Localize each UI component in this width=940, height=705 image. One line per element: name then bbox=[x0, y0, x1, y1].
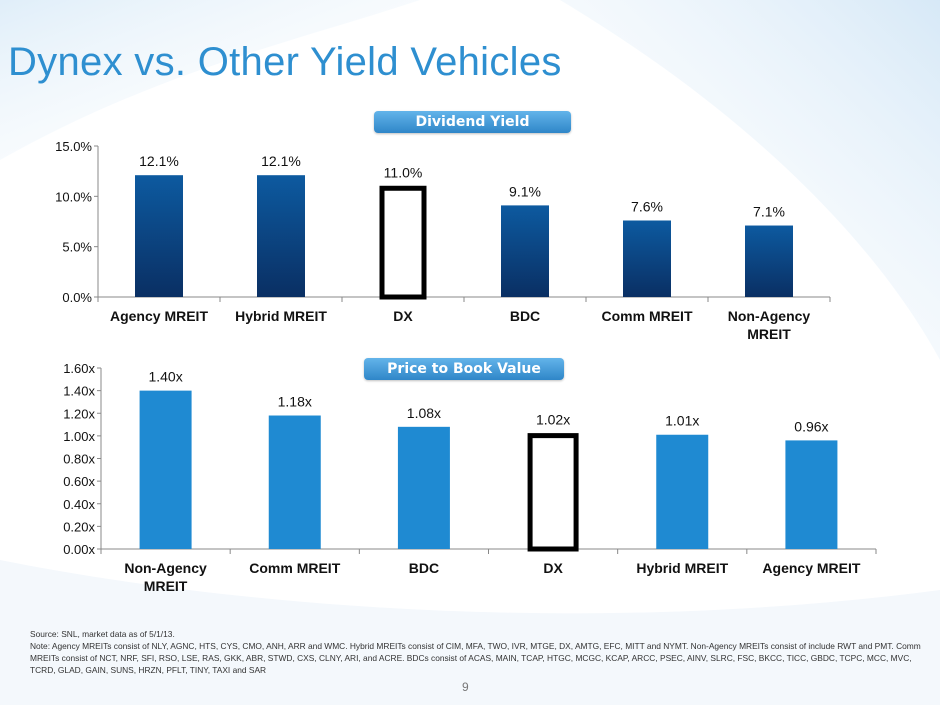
x-category-label: Agency MREIT bbox=[110, 308, 208, 324]
bar bbox=[397, 426, 450, 549]
y-tick-label: 1.60x bbox=[63, 361, 95, 376]
y-tick-label: 1.40x bbox=[63, 384, 95, 399]
data-label: 1.18x bbox=[278, 394, 312, 410]
footnote-source: Source: SNL, market data as of 5/1/13. bbox=[30, 629, 175, 639]
data-label: 12.1% bbox=[261, 153, 301, 169]
page-number: 9 bbox=[462, 680, 469, 694]
bar-highlight-dx bbox=[379, 185, 427, 300]
bar bbox=[785, 440, 838, 549]
data-label: 7.6% bbox=[631, 198, 663, 214]
data-label: 1.01x bbox=[665, 413, 699, 429]
data-label: 11.0% bbox=[384, 164, 423, 180]
dividend-yield-pill: Dividend Yield bbox=[374, 111, 571, 133]
x-category-label: MREIT bbox=[747, 326, 791, 342]
x-category-label: MREIT bbox=[144, 578, 188, 594]
x-category-label: Hybrid MREIT bbox=[235, 308, 327, 324]
price-to-book-pill: Price to Book Value bbox=[364, 358, 564, 380]
x-category-label: Hybrid MREIT bbox=[636, 560, 728, 576]
bar bbox=[135, 175, 183, 297]
bar bbox=[623, 220, 671, 297]
bar bbox=[745, 225, 793, 297]
y-tick-label: 0.0% bbox=[62, 290, 92, 305]
y-tick-label: 15.0% bbox=[55, 139, 92, 154]
y-tick-label: 10.0% bbox=[55, 189, 92, 204]
x-category-label: Non-Agency bbox=[124, 560, 207, 576]
page-title: Dynex vs. Other Yield Vehicles bbox=[8, 40, 562, 84]
data-label: 9.1% bbox=[509, 183, 541, 199]
data-label: 1.08x bbox=[407, 405, 441, 421]
bar-highlight-dx bbox=[527, 433, 579, 552]
x-category-label: Comm MREIT bbox=[602, 308, 693, 324]
x-category-label: BDC bbox=[409, 560, 439, 576]
footnote-note: Note: Agency MREITs consist of NLY, AGNC… bbox=[30, 641, 921, 675]
y-tick-label: 0.20x bbox=[63, 519, 95, 534]
y-tick-label: 0.60x bbox=[63, 474, 95, 489]
y-tick-label: 0.80x bbox=[63, 452, 95, 467]
x-category-label: BDC bbox=[510, 308, 540, 324]
footnote: Source: SNL, market data as of 5/1/13. N… bbox=[30, 628, 938, 676]
x-category-label: Non-Agency bbox=[728, 308, 811, 324]
bar bbox=[656, 434, 709, 549]
data-label: 12.1% bbox=[139, 153, 179, 169]
bar bbox=[268, 415, 321, 549]
y-tick-label: 1.00x bbox=[63, 429, 95, 444]
bar bbox=[139, 390, 192, 549]
bar bbox=[257, 175, 305, 297]
x-category-label: DX bbox=[393, 308, 413, 324]
y-tick-label: 5.0% bbox=[62, 240, 92, 255]
y-tick-label: 0.00x bbox=[63, 542, 95, 557]
x-category-label: Agency MREIT bbox=[762, 560, 860, 576]
x-category-label: Comm MREIT bbox=[249, 560, 340, 576]
y-tick-label: 1.20x bbox=[63, 406, 95, 421]
data-label: 0.96x bbox=[794, 418, 828, 434]
data-label: 1.40x bbox=[148, 369, 182, 385]
x-category-label: DX bbox=[543, 560, 563, 576]
y-tick-label: 0.40x bbox=[63, 497, 95, 512]
bar bbox=[501, 205, 549, 297]
data-label: 1.02x bbox=[536, 412, 570, 428]
data-label: 7.1% bbox=[753, 204, 785, 220]
